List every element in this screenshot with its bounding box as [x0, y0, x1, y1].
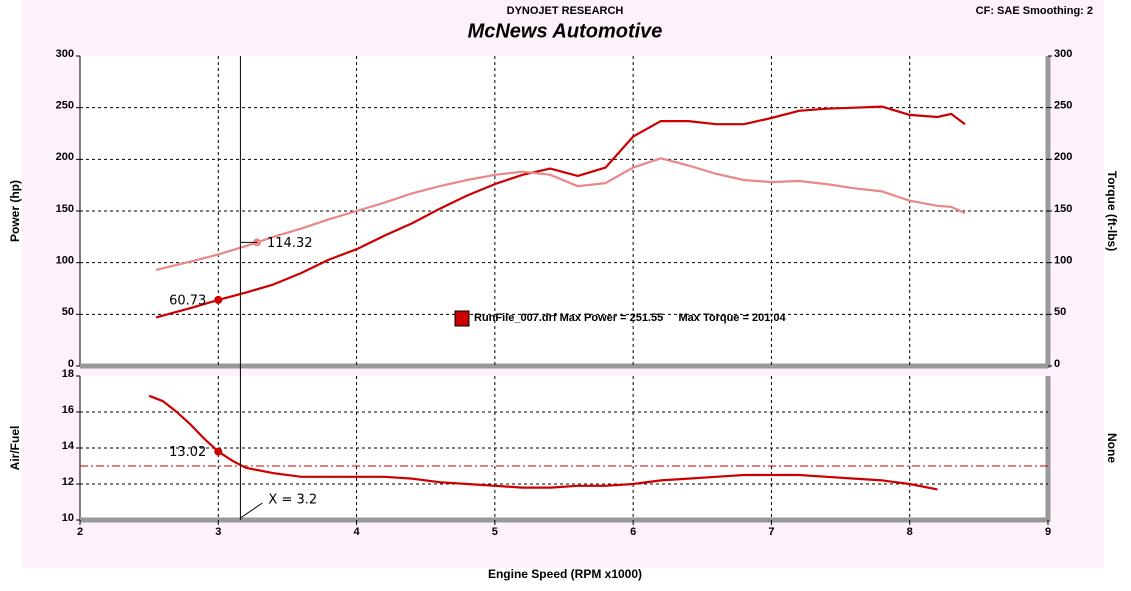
y-tick-label: 18	[62, 368, 74, 380]
y-axis-label: Power (hp)	[8, 180, 22, 242]
annotation-label: 114.32	[267, 236, 313, 251]
x-tick-label: 7	[768, 526, 774, 538]
x-tick-label: 9	[1045, 526, 1051, 538]
x-tick-label: 3	[215, 526, 221, 538]
series-line	[155, 157, 966, 271]
y-tick-label: 150	[56, 203, 74, 215]
subtitle: CF: SAE Smoothing: 2	[976, 5, 1093, 17]
y2-axis-label: None	[1105, 433, 1119, 463]
x-tick-label: 4	[354, 526, 361, 538]
chart-title: McNews Automotive	[468, 20, 663, 42]
annotation-label: 60.73	[169, 293, 206, 308]
header: DYNOJET RESEARCH	[507, 5, 624, 17]
y-tick-label: 14	[62, 440, 75, 452]
y2-tick-label: 200	[1054, 151, 1072, 163]
y2-tick-label: 100	[1054, 255, 1072, 267]
y2-tick-label: 50	[1054, 306, 1066, 318]
x-tick-label: 5	[492, 526, 498, 538]
y-tick-label: 200	[56, 151, 74, 163]
y2-tick-label: 150	[1054, 203, 1072, 215]
legend-swatch	[454, 310, 470, 327]
cursor-leader	[240, 502, 263, 519]
y-tick-label: 100	[56, 255, 74, 267]
annotation-dot	[214, 447, 223, 456]
cursor-label: X = 3.2	[268, 493, 317, 508]
y-axis-label: Air/Fuel	[8, 426, 22, 471]
y2-tick-label: 250	[1054, 100, 1072, 112]
legend-text: RunFile_007.drf Max Power = 251.55 Max T…	[474, 312, 786, 324]
y2-tick-label: 0	[1054, 358, 1060, 370]
x-tick-label: 8	[907, 526, 913, 538]
y-tick-label: 16	[62, 404, 74, 416]
series-line	[148, 394, 938, 491]
y2-axis-label: Torque (ft-lbs)	[1105, 171, 1119, 251]
y-tick-label: 10	[62, 512, 74, 524]
y-tick-label: 300	[56, 48, 74, 60]
annotation-dot	[214, 295, 223, 304]
y-tick-label: 0	[68, 358, 74, 370]
x-axis-label: Engine Speed (RPM x1000)	[488, 567, 642, 581]
x-tick-label: 2	[77, 526, 83, 538]
y2-tick-label: 300	[1054, 48, 1072, 60]
x-tick-label: 6	[630, 526, 636, 538]
y-tick-label: 12	[62, 476, 74, 488]
y-tick-label: 50	[62, 306, 74, 318]
series-line	[155, 105, 966, 319]
y-tick-label: 250	[56, 100, 74, 112]
annotation-label: 13.02	[169, 445, 206, 460]
